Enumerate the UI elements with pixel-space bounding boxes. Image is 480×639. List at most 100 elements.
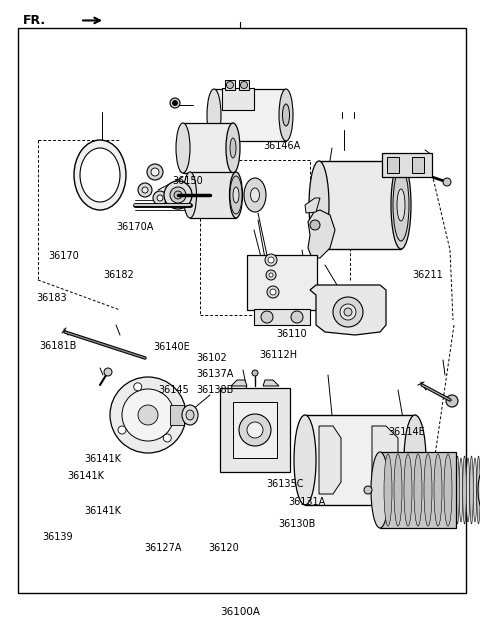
Circle shape bbox=[266, 270, 276, 280]
Ellipse shape bbox=[229, 172, 242, 218]
Bar bbox=[190, 172, 236, 218]
Bar bbox=[380, 452, 456, 528]
Ellipse shape bbox=[186, 410, 194, 420]
Ellipse shape bbox=[183, 172, 196, 218]
Ellipse shape bbox=[394, 454, 402, 526]
Text: 36100A: 36100A bbox=[220, 607, 260, 617]
Bar bbox=[305, 415, 415, 505]
Ellipse shape bbox=[452, 458, 456, 522]
Ellipse shape bbox=[473, 458, 477, 522]
Bar bbox=[18, 28, 466, 593]
Ellipse shape bbox=[244, 178, 266, 212]
Circle shape bbox=[138, 405, 158, 425]
Ellipse shape bbox=[279, 89, 293, 141]
Bar bbox=[319, 161, 401, 249]
Text: 36145: 36145 bbox=[158, 385, 189, 395]
Circle shape bbox=[268, 257, 274, 263]
Text: 36112H: 36112H bbox=[259, 350, 297, 360]
Ellipse shape bbox=[230, 176, 242, 214]
Circle shape bbox=[142, 187, 148, 193]
Text: 36135C: 36135C bbox=[266, 479, 304, 489]
Text: 36140E: 36140E bbox=[154, 342, 191, 352]
Circle shape bbox=[174, 191, 182, 199]
Circle shape bbox=[443, 178, 451, 186]
Text: 36139: 36139 bbox=[42, 532, 73, 542]
Circle shape bbox=[446, 395, 458, 407]
Text: 36141K: 36141K bbox=[84, 454, 121, 464]
Text: 36182: 36182 bbox=[103, 270, 134, 280]
Ellipse shape bbox=[456, 456, 459, 524]
Ellipse shape bbox=[240, 82, 248, 88]
Ellipse shape bbox=[397, 189, 405, 221]
Text: 36146A: 36146A bbox=[263, 141, 300, 151]
Text: 36120: 36120 bbox=[209, 543, 240, 553]
Text: 36141K: 36141K bbox=[84, 506, 121, 516]
Text: 36127A: 36127A bbox=[144, 543, 181, 553]
Circle shape bbox=[118, 426, 126, 434]
Bar bbox=[183, 123, 233, 173]
Bar bbox=[239, 80, 249, 90]
Circle shape bbox=[138, 183, 152, 197]
Ellipse shape bbox=[445, 458, 449, 522]
Ellipse shape bbox=[477, 456, 480, 524]
Circle shape bbox=[170, 187, 186, 203]
Ellipse shape bbox=[393, 169, 409, 241]
Circle shape bbox=[134, 383, 142, 391]
Ellipse shape bbox=[294, 415, 316, 505]
Polygon shape bbox=[296, 260, 316, 288]
Bar bbox=[220, 388, 290, 472]
Circle shape bbox=[340, 304, 356, 320]
Ellipse shape bbox=[233, 187, 239, 203]
Bar bbox=[233, 402, 277, 458]
Text: 36181B: 36181B bbox=[39, 341, 77, 351]
Text: 36137A: 36137A bbox=[197, 369, 234, 379]
Ellipse shape bbox=[449, 456, 452, 524]
Circle shape bbox=[267, 286, 279, 298]
Circle shape bbox=[269, 273, 273, 277]
Ellipse shape bbox=[442, 456, 445, 524]
Circle shape bbox=[157, 195, 163, 201]
Text: 36110: 36110 bbox=[276, 328, 307, 339]
Text: 36170A: 36170A bbox=[116, 222, 154, 232]
Circle shape bbox=[291, 311, 303, 323]
Text: 36150: 36150 bbox=[172, 176, 203, 186]
Ellipse shape bbox=[309, 161, 329, 249]
Text: FR.: FR. bbox=[23, 14, 46, 27]
Ellipse shape bbox=[466, 458, 470, 522]
Ellipse shape bbox=[424, 454, 432, 526]
Circle shape bbox=[364, 486, 372, 494]
Text: 36114E: 36114E bbox=[388, 427, 425, 437]
Circle shape bbox=[239, 414, 271, 446]
Circle shape bbox=[310, 220, 320, 230]
Polygon shape bbox=[231, 380, 247, 386]
Circle shape bbox=[265, 254, 277, 266]
Ellipse shape bbox=[444, 454, 452, 526]
Ellipse shape bbox=[404, 454, 412, 526]
Polygon shape bbox=[372, 426, 398, 494]
Bar bbox=[222, 88, 254, 110]
Polygon shape bbox=[308, 210, 335, 258]
Text: 36183: 36183 bbox=[36, 293, 67, 303]
Bar bbox=[382, 153, 432, 177]
Text: 36141K: 36141K bbox=[67, 471, 104, 481]
Circle shape bbox=[252, 370, 258, 376]
Ellipse shape bbox=[283, 104, 289, 126]
Bar bbox=[214, 89, 286, 141]
Ellipse shape bbox=[230, 138, 236, 158]
Ellipse shape bbox=[207, 89, 221, 141]
Ellipse shape bbox=[182, 405, 198, 425]
Circle shape bbox=[147, 164, 163, 180]
Ellipse shape bbox=[414, 454, 422, 526]
Ellipse shape bbox=[438, 458, 442, 522]
Ellipse shape bbox=[459, 458, 463, 522]
Ellipse shape bbox=[371, 452, 389, 528]
Text: 36170: 36170 bbox=[48, 250, 79, 261]
Ellipse shape bbox=[404, 415, 426, 505]
Ellipse shape bbox=[470, 456, 473, 524]
Text: 36138B: 36138B bbox=[196, 385, 233, 395]
Circle shape bbox=[270, 289, 276, 295]
Ellipse shape bbox=[74, 140, 126, 210]
Ellipse shape bbox=[80, 148, 120, 202]
Circle shape bbox=[344, 308, 352, 316]
Ellipse shape bbox=[176, 123, 190, 173]
